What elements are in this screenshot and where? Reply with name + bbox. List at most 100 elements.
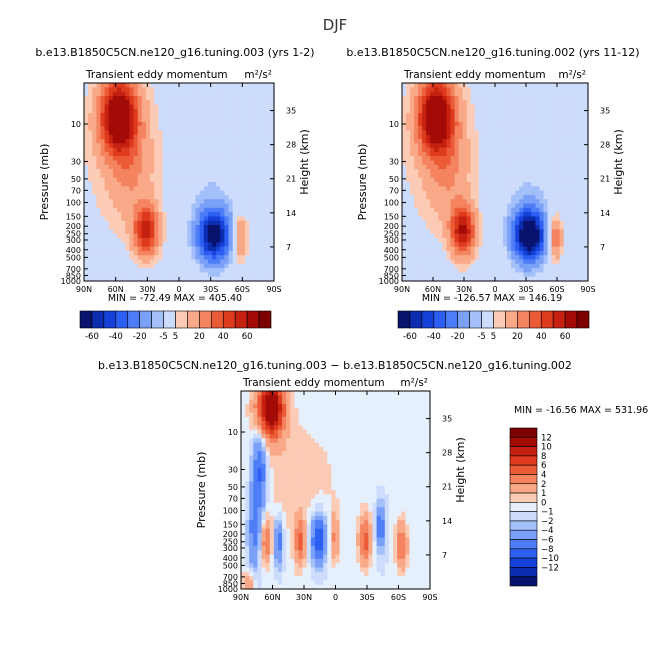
contour-cell [265, 113, 271, 119]
contour-cell [245, 477, 250, 482]
contour-cell [422, 182, 427, 187]
contour-cell [575, 199, 581, 205]
contour-cell [503, 190, 508, 196]
contour-cell [559, 212, 565, 218]
contour-cell [531, 121, 537, 127]
contour-cell [418, 95, 423, 101]
contour-cell [199, 108, 205, 114]
contour-cell [575, 237, 581, 243]
contour-cell [179, 108, 184, 114]
contour-cell [410, 126, 415, 131]
contour-cell [265, 528, 271, 534]
contour-cell [486, 151, 492, 157]
contour-cell [249, 481, 254, 487]
contour-cell [212, 117, 217, 123]
contour-cell [555, 138, 561, 144]
contour-cell [458, 164, 464, 170]
contour-cell [515, 173, 520, 179]
contour-cell [170, 100, 176, 106]
contour-cell [430, 268, 435, 273]
contour-cell [84, 194, 89, 200]
contour-cell [207, 250, 213, 256]
contour-cell [454, 229, 460, 235]
contour-cell [462, 113, 468, 119]
contour-cell [265, 571, 271, 577]
contour-cell [199, 246, 205, 252]
contour-cell [245, 156, 250, 162]
contour-cell [458, 151, 464, 157]
contour-cell [583, 207, 589, 213]
contour-cell [482, 263, 488, 269]
contour-cell [265, 490, 271, 495]
contour-cell [547, 190, 553, 196]
contour-cell [84, 212, 89, 218]
contour-cell [245, 584, 250, 590]
contour-cell [499, 91, 504, 97]
contour-cell [535, 237, 541, 243]
contour-cell [249, 126, 254, 131]
contour-cell [245, 91, 250, 97]
contour-cell [290, 416, 296, 422]
contour-cell [555, 233, 561, 239]
contour-cell [269, 545, 275, 551]
contour-cell [203, 95, 209, 101]
contour-cell [108, 220, 114, 226]
contour-cell [236, 212, 242, 218]
contour-cell [507, 182, 512, 187]
contour-cell [486, 177, 492, 183]
contour-cell [286, 528, 291, 534]
contour-cell [108, 147, 114, 153]
contour-cell [245, 576, 250, 581]
contour-cell [253, 395, 259, 401]
contour-cell [579, 134, 585, 140]
contour-cell [273, 490, 279, 495]
contour-cell [253, 229, 259, 235]
contour-cell [462, 212, 468, 218]
contour-cell [125, 164, 131, 170]
contour-cell [414, 212, 419, 218]
contour-cell [523, 100, 528, 106]
contour-cell [261, 130, 267, 136]
contour-cell [575, 216, 581, 222]
contour-cell [474, 151, 480, 157]
contour-cell [458, 87, 464, 93]
contour-cell [88, 255, 93, 261]
contour-cell [579, 242, 585, 248]
contour-cell [450, 173, 456, 179]
contour-cell [499, 207, 504, 213]
contour-cell [249, 169, 254, 174]
contour-cell [523, 259, 528, 265]
contour-cell [499, 130, 504, 136]
contour-cell [84, 276, 89, 282]
contour-cell [129, 263, 135, 269]
contour-cell [414, 225, 419, 230]
contour-cell [249, 186, 254, 192]
contour-cell [551, 242, 557, 248]
contour-cell [92, 212, 97, 218]
contour-cell [141, 207, 147, 213]
contour-cell [482, 143, 488, 149]
contour-cell [458, 91, 464, 97]
contour-cell [129, 83, 135, 88]
contour-cell [286, 524, 291, 530]
contour-cell [224, 268, 230, 273]
contour-cell [269, 550, 275, 556]
contour-cell [450, 177, 456, 183]
contour-cell [191, 259, 197, 265]
contour-cell [571, 246, 577, 252]
contour-cell [174, 250, 180, 256]
contour-cell [88, 194, 93, 200]
contour-cell [458, 186, 464, 192]
contour-cell [150, 233, 155, 239]
contour-cell [236, 113, 242, 119]
contour-cell [503, 207, 508, 213]
contour-cell [269, 485, 275, 491]
contour-cell [422, 263, 427, 269]
contour-cell [195, 263, 201, 269]
contour-cell [503, 95, 508, 101]
contour-cell [117, 182, 122, 187]
contour-cell [141, 220, 147, 226]
contour-cell [555, 143, 561, 149]
contour-cell [187, 95, 192, 101]
contour-cell [474, 160, 480, 166]
